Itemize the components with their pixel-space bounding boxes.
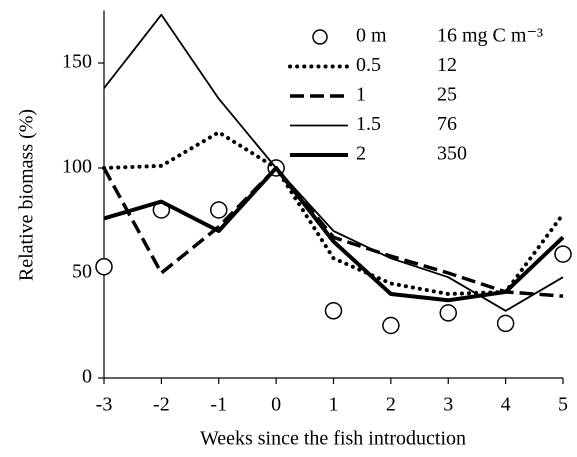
x-tick-label: 0 [271,394,281,416]
marker [210,201,228,219]
x-axis-label: Weeks since the fish introduction [200,428,466,450]
legend-marker [312,29,328,45]
x-tick-label: 4 [501,394,511,416]
legend-value: 16 mg C m⁻³ [437,25,543,47]
legend-value: 76 [437,113,457,135]
legend-label: 0.5 [356,54,381,76]
x-tick-label: -2 [153,394,170,416]
x-tick-label: 1 [329,394,339,416]
legend-label: 0 m [356,25,387,47]
legend-value: 12 [437,54,457,76]
x-tick-label: -3 [96,394,113,416]
series-line [102,166,564,298]
x-tick-label: 5 [558,394,568,416]
y-tick-label: 150 [62,51,92,73]
x-tick-label: 2 [386,394,396,416]
y-axis-label: Relative biomass (%) [16,109,38,281]
series-line [103,166,565,303]
legend-label: 2 [356,143,366,165]
marker [95,257,113,276]
legend-label: 1.5 [356,113,381,135]
marker [324,302,343,320]
y-tick-label: 100 [62,156,92,178]
series-line [103,13,564,312]
marker [496,314,515,333]
marker [382,316,400,335]
x-tick-label: 3 [443,394,453,416]
marker [554,245,572,263]
legend-value: 350 [437,143,467,165]
series-line [102,130,565,296]
marker [439,304,457,322]
y-tick-label: 0 [82,366,92,388]
x-tick-label: -1 [210,394,227,416]
legend-label: 1 [356,84,366,106]
legend-value: 25 [437,84,457,106]
y-tick-label: 50 [72,261,92,283]
